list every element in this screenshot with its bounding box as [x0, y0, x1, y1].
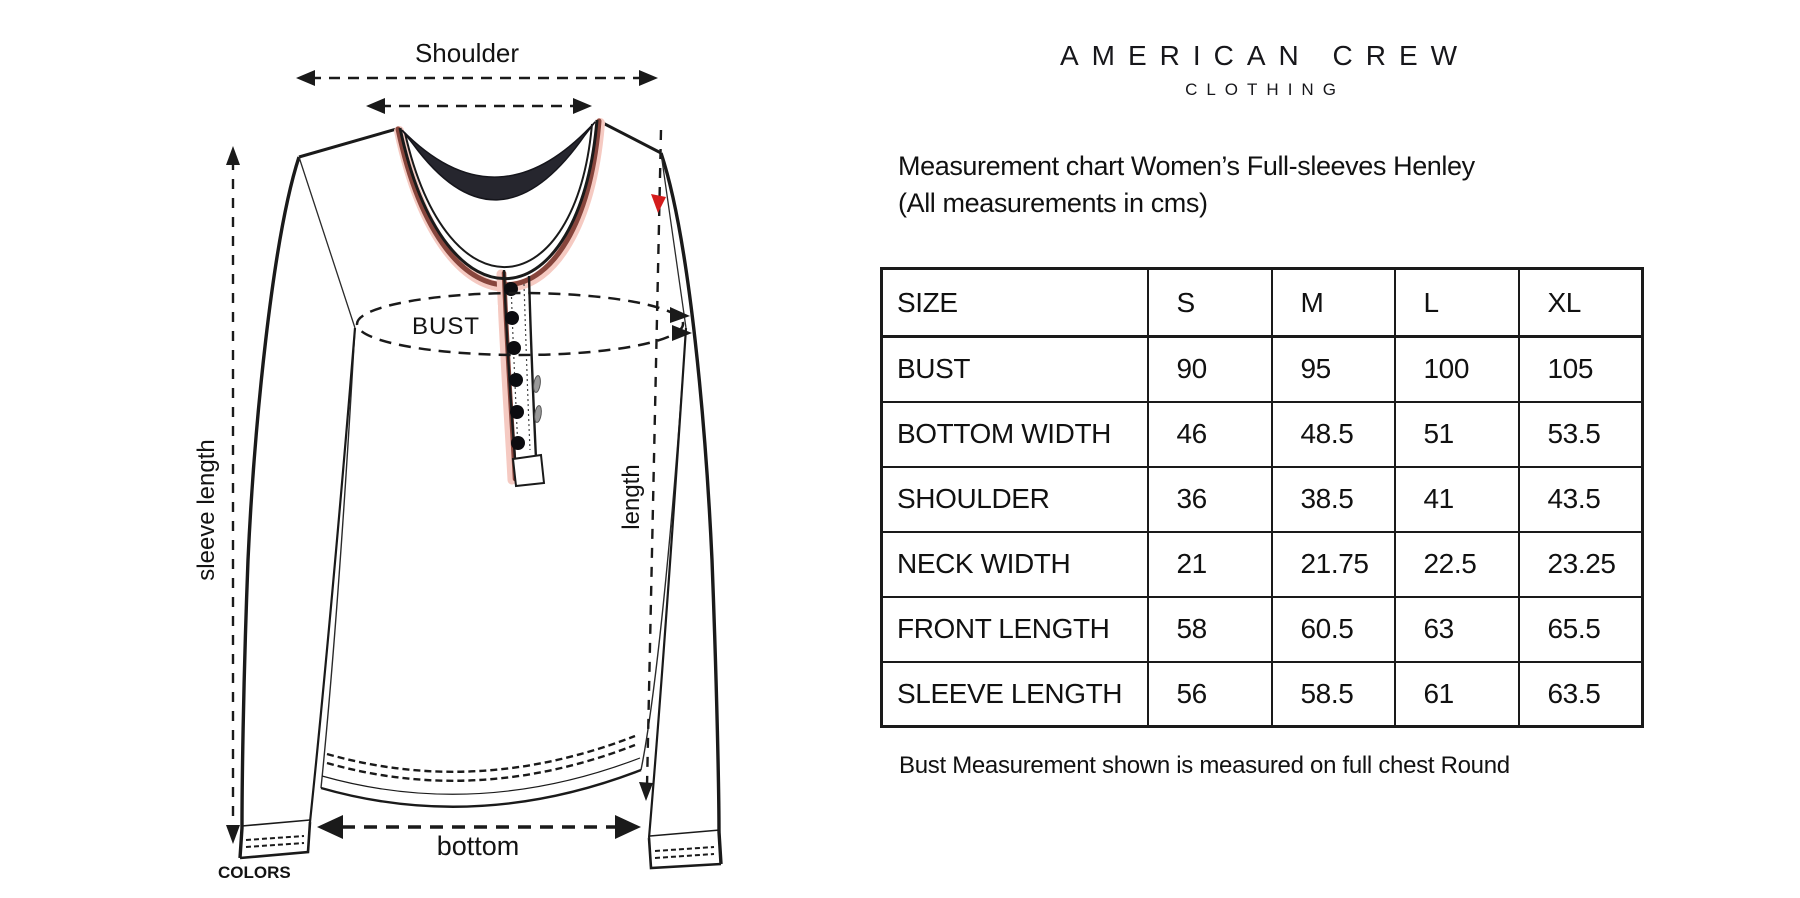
table-row: SLEEVE LENGTH 56 58.5 61 63.5 [880, 660, 1644, 728]
header-xl: XL [1517, 267, 1644, 338]
collar-band [401, 121, 596, 201]
cell: 36 [1146, 465, 1273, 533]
bust-label: BUST [412, 313, 480, 340]
chart-title-line2: (All measurements in cms) [898, 188, 1208, 218]
bust-footnote: Bust Measurement shown is measured on fu… [899, 752, 1510, 779]
button-placket [502, 269, 546, 488]
neck-width-measure [366, 98, 592, 114]
brand-logo: AMERICAN CREW CLOTHING [880, 40, 1650, 100]
row-label: SHOULDER [880, 465, 1149, 533]
cell: 48.5 [1270, 400, 1396, 468]
right-sleeve [647, 152, 723, 870]
table-row: BOTTOM WIDTH 46 48.5 51 53.5 [880, 400, 1644, 468]
button [505, 311, 519, 325]
colors-label: COLORS [218, 863, 291, 882]
button [507, 341, 521, 355]
cell: 38.5 [1270, 465, 1396, 533]
row-label: FRONT LENGTH [880, 595, 1149, 663]
shoulder-label: Shoulder [415, 38, 519, 68]
cell: 63 [1393, 595, 1520, 663]
cell: 21.75 [1270, 530, 1396, 598]
cell: 21 [1146, 530, 1273, 598]
measurement-table: SIZE S M L XL BUST 90 95 100 105 BOTTOM … [880, 267, 1644, 728]
row-label: SLEEVE LENGTH [880, 660, 1149, 728]
table-row: NECK WIDTH 21 21.75 22.5 23.25 [880, 530, 1644, 598]
cell: 43.5 [1517, 465, 1644, 533]
cell: 65.5 [1517, 595, 1644, 663]
header-m: M [1270, 267, 1396, 338]
cell: 63.5 [1517, 660, 1644, 728]
brand-division: CLOTHING [1185, 80, 1345, 99]
table-row: FRONT LENGTH 58 60.5 63 65.5 [880, 595, 1644, 663]
cell: 22.5 [1393, 530, 1520, 598]
cell: 56 [1146, 660, 1273, 728]
cell: 51 [1393, 400, 1520, 468]
bottom-label: bottom [437, 831, 520, 861]
left-sleeve [238, 156, 357, 860]
cell: 100 [1393, 335, 1520, 403]
cell: 61 [1393, 660, 1520, 728]
row-label: BUST [880, 335, 1149, 403]
shirt-body [298, 118, 687, 808]
header-s: S [1146, 267, 1273, 338]
neckline [398, 119, 599, 280]
cell: 105 [1517, 335, 1644, 403]
bust-measure: BUST [355, 291, 692, 357]
chart-title: Measurement chart Women’s Full-sleeves H… [898, 148, 1475, 222]
button [509, 373, 523, 387]
row-label: BOTTOM WIDTH [880, 400, 1149, 468]
cell: 58 [1146, 595, 1273, 663]
table-row: BUST 90 95 100 105 [880, 335, 1644, 403]
shoulder-measure: Shoulder [296, 38, 658, 86]
row-label: NECK WIDTH [880, 530, 1149, 598]
trim-marker-arrow [651, 194, 666, 213]
cell: 53.5 [1517, 400, 1644, 468]
cell: 60.5 [1270, 595, 1396, 663]
cell: 95 [1270, 335, 1396, 403]
sleeve-length-label: sleeve length [193, 439, 220, 580]
button [510, 405, 524, 419]
cell: 90 [1146, 335, 1273, 403]
table-row: SHOULDER 36 38.5 41 43.5 [880, 465, 1644, 533]
table-header-row: SIZE S M L XL [880, 267, 1644, 338]
henley-shirt-illustration: Shoulder sleeve length length [193, 38, 723, 882]
cell: 46 [1146, 400, 1273, 468]
garment-diagram: Shoulder sleeve length length [0, 0, 860, 898]
cell: 41 [1393, 465, 1520, 533]
cell: 23.25 [1517, 530, 1644, 598]
cell: 58.5 [1270, 660, 1396, 728]
header-l: L [1393, 267, 1520, 338]
chart-title-line1: Measurement chart Women’s Full-sleeves H… [898, 151, 1475, 181]
buttonhole [533, 375, 541, 393]
header-size: SIZE [880, 267, 1149, 338]
bottom-measure: bottom [317, 815, 641, 861]
button [511, 436, 525, 450]
length-label: length [618, 464, 645, 529]
brand-name: AMERICAN CREW [1059, 40, 1471, 71]
length-measure: length [618, 129, 666, 801]
sleeve-length-measure: sleeve length [193, 146, 240, 844]
buttonhole [534, 405, 542, 423]
